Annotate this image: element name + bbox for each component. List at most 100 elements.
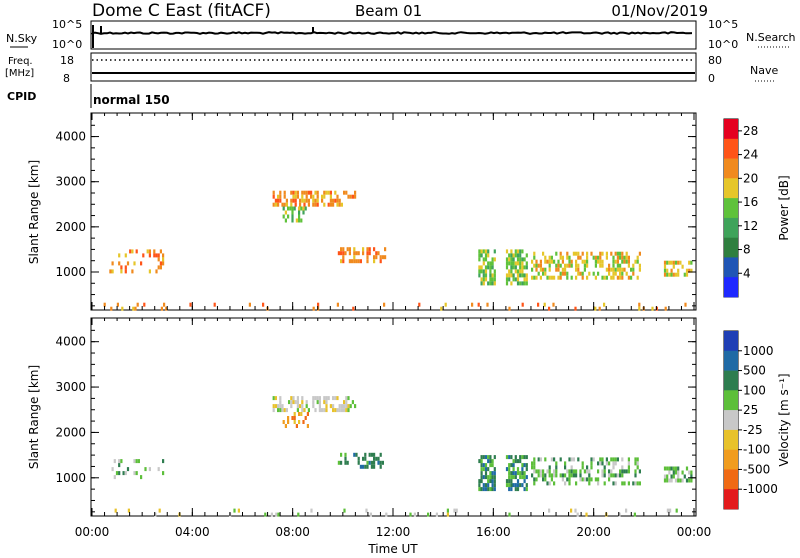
velocity-cell bbox=[533, 477, 536, 482]
velocity-cell bbox=[535, 477, 538, 482]
velocity-cell bbox=[588, 481, 591, 486]
power-cell bbox=[342, 251, 345, 256]
velocity-cell bbox=[482, 455, 485, 460]
power-cell bbox=[548, 275, 551, 280]
velocity-cell bbox=[512, 475, 515, 480]
power-cell bbox=[632, 263, 635, 268]
velocity-cell bbox=[514, 483, 517, 488]
velocity-cell bbox=[480, 475, 483, 480]
power-cell bbox=[621, 255, 624, 260]
velocity-cell bbox=[323, 400, 326, 405]
power-cell bbox=[281, 202, 284, 207]
velocity-cell bbox=[603, 481, 606, 486]
power-cell bbox=[305, 198, 308, 203]
power-cell bbox=[287, 214, 290, 219]
velocity-cell bbox=[553, 481, 556, 486]
velocity-cell bbox=[369, 512, 372, 517]
velocity-cell bbox=[455, 508, 458, 513]
power-cell bbox=[521, 269, 524, 274]
power-cell bbox=[505, 261, 509, 266]
power-cell bbox=[630, 267, 633, 272]
power-cell bbox=[340, 247, 343, 252]
nave-label: Nave bbox=[750, 64, 778, 77]
power-cell bbox=[109, 269, 112, 274]
velocity-cell bbox=[533, 457, 536, 462]
power-cell bbox=[282, 206, 285, 211]
power-cell bbox=[572, 251, 575, 256]
nsearch-tick-top: 10^5 bbox=[708, 18, 738, 31]
velocity-cell bbox=[480, 479, 483, 484]
velocity-cell bbox=[111, 467, 114, 472]
velocity-cell bbox=[118, 463, 121, 468]
velocity-colorbar-tick-label: 500 bbox=[743, 364, 766, 378]
power-cell bbox=[302, 210, 305, 215]
power-cell bbox=[561, 255, 564, 260]
power-cell bbox=[480, 281, 483, 286]
power-cell bbox=[291, 218, 294, 223]
velocity-colorbar-segment bbox=[724, 390, 738, 411]
power-cell bbox=[334, 190, 337, 195]
power-cell bbox=[627, 255, 630, 260]
power-cell bbox=[159, 261, 162, 266]
power-cell bbox=[597, 255, 600, 260]
power-cell bbox=[510, 261, 513, 266]
nave-tick-top: 80 bbox=[708, 54, 722, 67]
velocity-cell bbox=[292, 400, 295, 405]
power-cell bbox=[586, 275, 589, 280]
velocity-cell bbox=[325, 400, 328, 405]
power-cell bbox=[103, 302, 106, 307]
power-cell bbox=[684, 302, 687, 307]
power-cell bbox=[359, 259, 362, 264]
freq-unit: [MHz] bbox=[5, 68, 34, 79]
power-cell bbox=[262, 302, 265, 307]
velocity-cell bbox=[491, 487, 494, 492]
velocity-cell bbox=[586, 477, 589, 482]
power-cell bbox=[663, 272, 667, 277]
velocity-cell bbox=[478, 459, 481, 464]
power-cell bbox=[348, 251, 351, 256]
power-cell bbox=[440, 306, 443, 311]
power-cell bbox=[353, 255, 356, 260]
velocity-cell bbox=[357, 460, 360, 465]
power-cell bbox=[521, 261, 524, 266]
velocity-cell bbox=[118, 471, 121, 476]
velocity-cell bbox=[634, 457, 637, 462]
power-cell bbox=[510, 273, 513, 278]
velocity-cell bbox=[614, 481, 617, 486]
power-cell bbox=[377, 251, 380, 256]
power-cell bbox=[299, 202, 302, 207]
power-cell bbox=[619, 263, 622, 268]
power-data-group bbox=[103, 190, 693, 311]
velocity-cell bbox=[663, 474, 667, 479]
velocity-cell bbox=[355, 452, 358, 457]
nsky-label: N.Sky bbox=[6, 32, 38, 45]
velocity-cell bbox=[512, 483, 515, 488]
power-colorbar-segment bbox=[724, 217, 738, 238]
power-cell bbox=[493, 269, 496, 274]
power-cell bbox=[577, 267, 580, 272]
power-cell bbox=[519, 269, 522, 274]
power-cell bbox=[290, 190, 293, 195]
x-tick-label: 12:00 bbox=[376, 525, 411, 539]
velocity-cell bbox=[446, 512, 449, 517]
velocity-cell bbox=[274, 396, 277, 401]
velocity-cell bbox=[638, 469, 641, 474]
power-cell bbox=[514, 265, 517, 270]
power-cell bbox=[357, 251, 360, 256]
velocity-cell bbox=[285, 408, 288, 413]
power-cell bbox=[533, 251, 536, 256]
power-cell bbox=[632, 271, 635, 276]
power-cell bbox=[666, 260, 669, 265]
velocity-cell bbox=[364, 452, 367, 457]
velocity-cell bbox=[343, 508, 346, 513]
power-cell bbox=[555, 267, 558, 272]
velocity-colorbar-tick-label: 25 bbox=[743, 403, 758, 417]
velocity-cell bbox=[672, 466, 675, 471]
power-ytick-label: 2000 bbox=[55, 220, 86, 234]
power-cell bbox=[471, 302, 474, 307]
velocity-cell bbox=[505, 479, 509, 484]
velocity-cell bbox=[144, 467, 147, 472]
power-cell bbox=[482, 261, 485, 266]
velocity-cell bbox=[314, 408, 317, 413]
power-cell bbox=[312, 306, 315, 311]
